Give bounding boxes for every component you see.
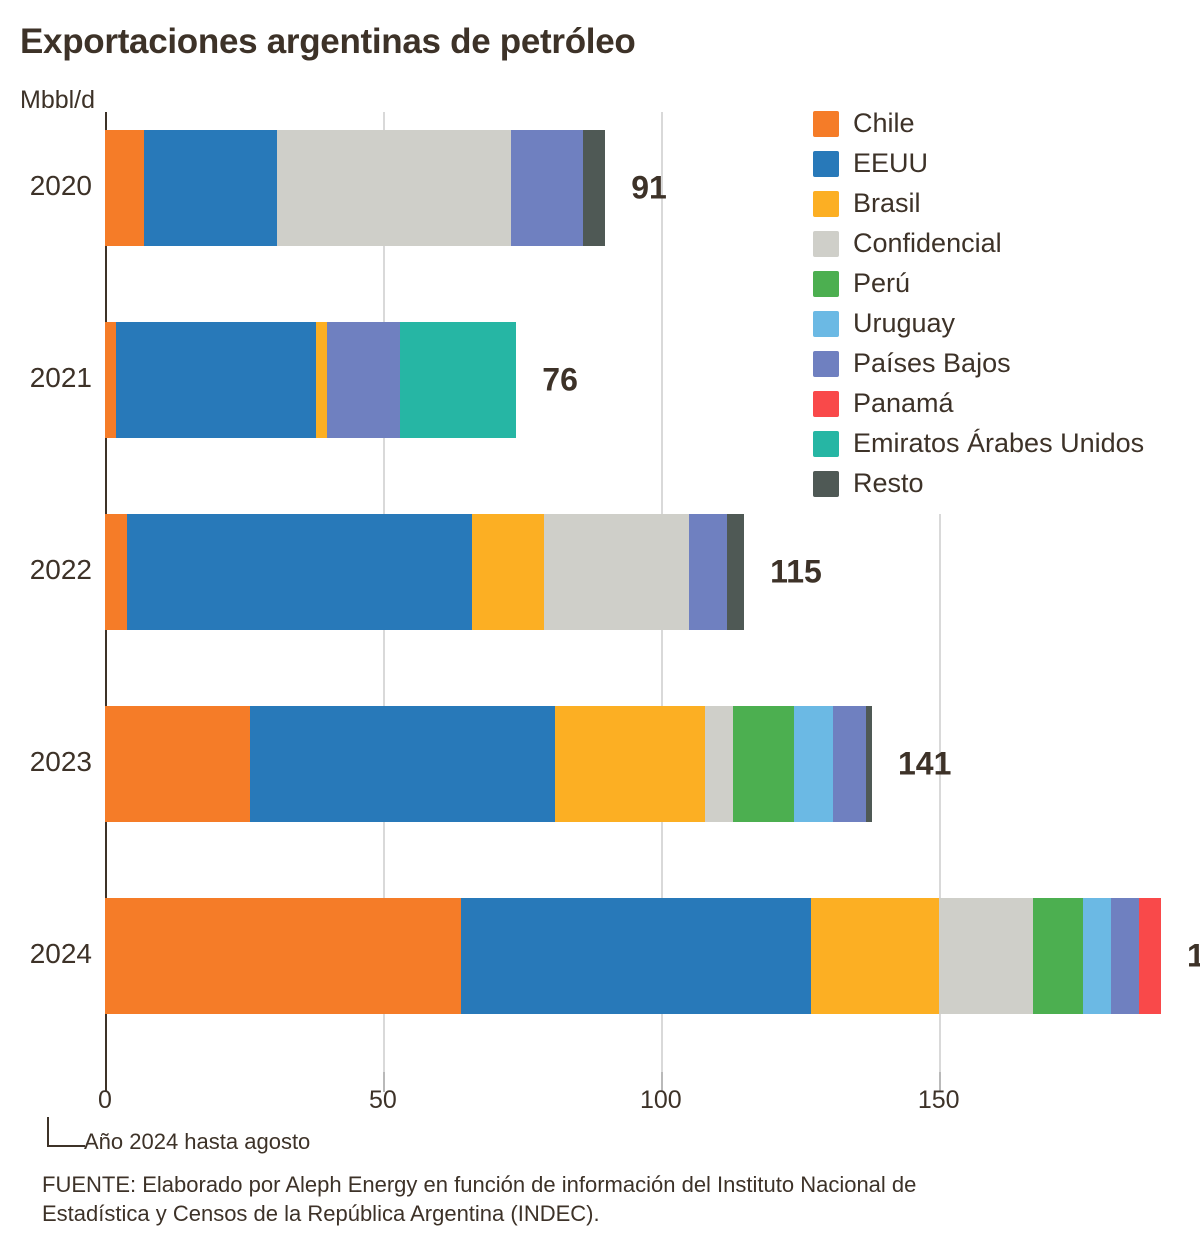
y-category-label-2020: 2020 xyxy=(29,170,92,201)
legend-swatch-icon xyxy=(813,310,839,337)
bar-segment[interactable] xyxy=(105,322,117,438)
x-tick-label: 150 xyxy=(917,1086,960,1114)
tick-mark-50 xyxy=(382,1072,385,1092)
bar-segment[interactable] xyxy=(705,706,734,822)
bar-total-label: 91 xyxy=(631,169,667,206)
legend-item-eeuu[interactable]: EEUU xyxy=(813,147,1144,180)
legend-item-uruguay[interactable]: Uruguay xyxy=(813,307,1144,340)
bar-segment[interactable] xyxy=(833,706,867,822)
bar-segment[interactable] xyxy=(688,514,728,630)
y-category-label-2022: 2022 xyxy=(29,554,92,585)
tick-mark-0 xyxy=(105,1072,107,1092)
bar-segment[interactable] xyxy=(1033,898,1084,1014)
gridline-150 xyxy=(938,112,941,1072)
tick-mark-100 xyxy=(660,1072,663,1092)
bar-total-label: 76 xyxy=(542,361,578,398)
legend-label: Perú xyxy=(853,268,911,298)
legend-label: Emiratos Árabes Unidos xyxy=(853,428,1145,458)
bar-segment[interactable] xyxy=(810,898,939,1014)
bar-segment[interactable] xyxy=(460,898,811,1014)
footnote-bracket-icon xyxy=(47,1117,85,1147)
bar-segment[interactable] xyxy=(316,322,328,438)
bar-segment[interactable] xyxy=(544,514,689,630)
y-category-label-2021: 2021 xyxy=(29,362,92,393)
bar-segment[interactable] xyxy=(143,130,278,246)
legend-label: Panamá xyxy=(853,388,954,418)
stacked-bar-2023[interactable] xyxy=(105,706,872,822)
bar-segment[interactable] xyxy=(794,706,834,822)
bar-row: 2023 141 xyxy=(0,706,1200,822)
legend-swatch-icon xyxy=(813,270,839,297)
legend-item-peru[interactable]: Perú xyxy=(813,267,1144,300)
page-title: Exportaciones argentinas de petróleo xyxy=(20,22,636,61)
legend-swatch-icon xyxy=(813,470,839,497)
bar-segment[interactable] xyxy=(1083,898,1111,1014)
bar-total-label: 185 xyxy=(1187,937,1200,974)
x-tick-label: 50 xyxy=(368,1086,397,1114)
legend-item-paises_bajos[interactable]: Países Bajos xyxy=(813,347,1144,380)
stacked-bar-2024[interactable] xyxy=(105,898,1161,1014)
bar-segment[interactable] xyxy=(938,898,1034,1014)
legend-swatch-icon xyxy=(813,230,839,257)
footnote-note: Año 2024 hasta agosto xyxy=(84,1129,311,1154)
bar-segment[interactable] xyxy=(510,130,583,246)
legend-item-brasil[interactable]: Brasil xyxy=(813,187,1144,220)
bar-segment[interactable] xyxy=(249,706,556,822)
y-category-label-2023: 2023 xyxy=(29,746,92,777)
bar-segment[interactable] xyxy=(327,322,400,438)
legend-swatch-icon xyxy=(813,190,839,217)
stacked-bar-2020[interactable] xyxy=(105,130,606,246)
legend-item-chile[interactable]: Chile xyxy=(813,107,1144,140)
bar-segment[interactable] xyxy=(555,706,706,822)
legend-item-confidencial[interactable]: Confidencial xyxy=(813,227,1144,260)
legend-label: Países Bajos xyxy=(853,348,1011,378)
legend-swatch-icon xyxy=(813,150,839,177)
legend: Chile EEUU Brasil Confidencial Perú Uruguay Pa… xyxy=(803,95,1159,514)
bar-row: 2020 91 xyxy=(0,130,1200,246)
bar-total-label: 115 xyxy=(770,553,822,590)
legend-label: Brasil xyxy=(853,188,921,218)
bar-segment[interactable] xyxy=(1110,898,1139,1014)
legend-item-resto[interactable]: Resto xyxy=(813,467,1144,500)
x-tick-label: 100 xyxy=(639,1086,682,1114)
x-tick-label: 0 xyxy=(98,1086,112,1114)
bar-segment[interactable] xyxy=(105,898,461,1014)
legend-swatch-icon xyxy=(813,350,839,377)
bar-segment[interactable] xyxy=(105,514,128,630)
legend-item-panama[interactable]: Panamá xyxy=(813,387,1144,420)
legend-label: Resto xyxy=(853,468,924,498)
tick-mark-150 xyxy=(938,1072,941,1092)
bar-segment[interactable] xyxy=(471,514,545,630)
bar-segment[interactable] xyxy=(116,322,317,438)
bar-segment[interactable] xyxy=(127,514,472,630)
legend-item-emiratos[interactable]: Emiratos Árabes Unidos xyxy=(813,427,1144,460)
bar-segment[interactable] xyxy=(399,322,517,438)
bar-segment[interactable] xyxy=(582,130,606,246)
bar-segment[interactable] xyxy=(1138,898,1161,1014)
stacked-bar-2021[interactable] xyxy=(105,322,517,438)
y-axis-unit-label: Mbbl/d xyxy=(20,86,96,114)
legend-swatch-icon xyxy=(813,390,839,417)
y-category-label-2024: 2024 xyxy=(29,938,92,969)
legend-label: Confidencial xyxy=(853,228,1002,258)
bar-segment[interactable] xyxy=(105,706,250,822)
legend-label: Uruguay xyxy=(853,308,956,338)
legend-label: Chile xyxy=(853,108,915,138)
stacked-bar-2022[interactable] xyxy=(105,514,745,630)
bar-segment[interactable] xyxy=(866,706,872,822)
bar-segment[interactable] xyxy=(733,706,795,822)
bar-segment[interactable] xyxy=(277,130,511,246)
legend-label: EEUU xyxy=(853,148,929,178)
bar-row: 2024 185 xyxy=(0,898,1200,1014)
bar-segment[interactable] xyxy=(727,514,745,630)
bar-row: 2022 115 xyxy=(0,514,1200,630)
legend-swatch-icon xyxy=(813,430,839,457)
bar-row: 2021 76 xyxy=(0,322,1200,438)
bar-segment[interactable] xyxy=(105,130,144,246)
bar-total-label: 141 xyxy=(898,745,952,782)
source-note: FUENTE: Elaborado por Aleph Energy en fu… xyxy=(42,1172,917,1227)
legend-swatch-icon xyxy=(813,110,839,137)
